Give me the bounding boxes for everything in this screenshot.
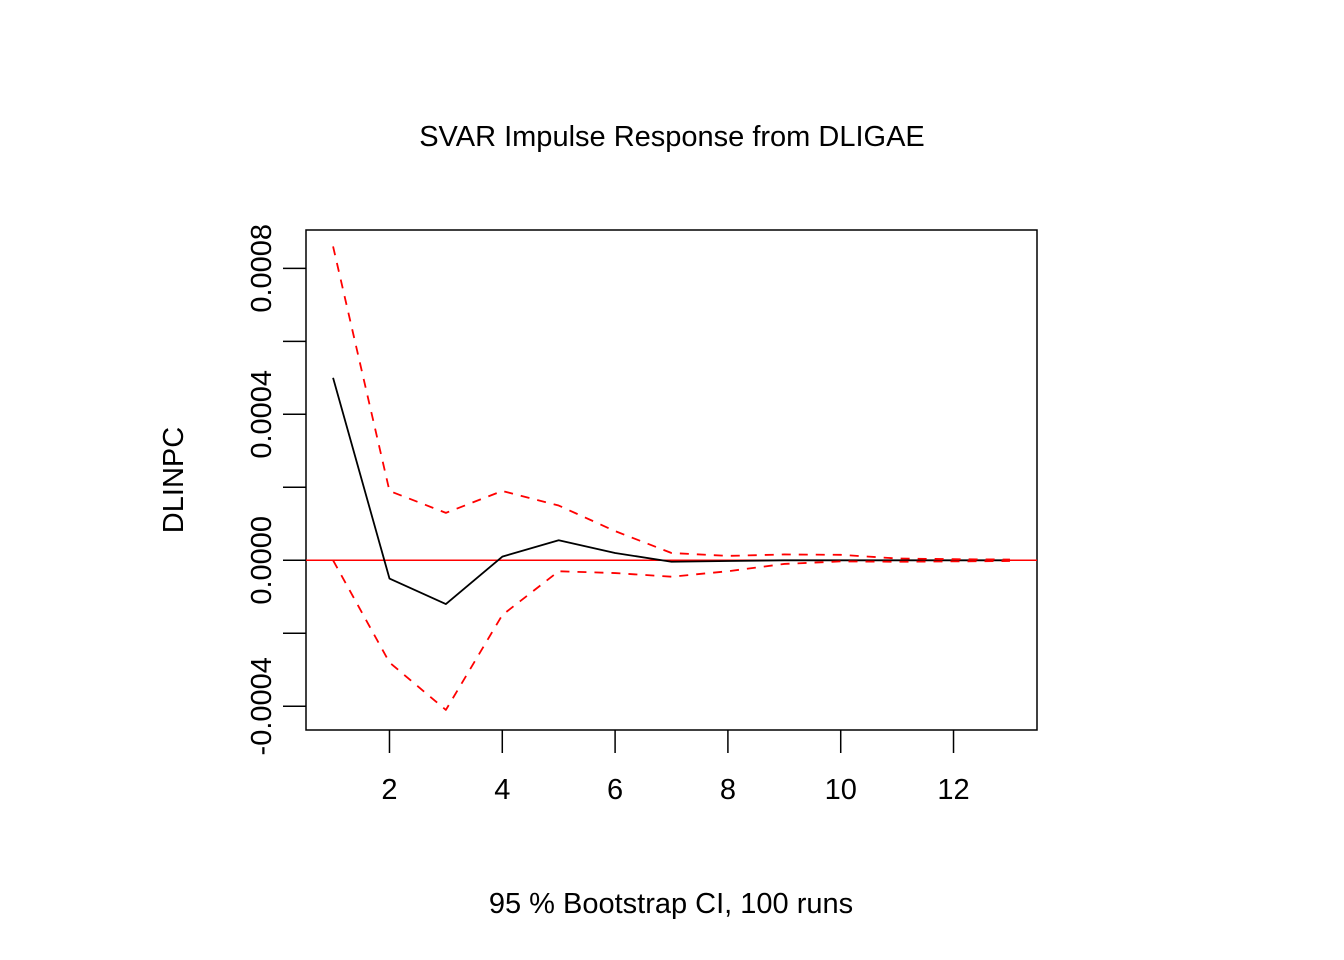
x-tick-label: 12 [937, 774, 969, 806]
y-tick-label: 0.0000 [246, 516, 278, 605]
chart-title: SVAR Impulse Response from DLIGAE [419, 121, 925, 153]
plot-frame [305, 229, 1038, 731]
x-tick-label: 4 [494, 774, 510, 806]
impulse-response-line [332, 377, 1010, 605]
y-tick-label: 0.0004 [246, 370, 278, 459]
plot-area [305, 229, 1038, 731]
x-tick-label: 8 [720, 774, 736, 806]
series-layer [306, 246, 1037, 711]
x-tick-label: 6 [607, 774, 623, 806]
x-axis: 2 4 6 8 10 12 [381, 730, 970, 806]
x-tick-label: 2 [381, 774, 397, 806]
ci-band-line-2 [332, 559, 1010, 711]
ci-band-line-1 [332, 246, 1010, 561]
y-tick-label: -0.0004 [246, 657, 278, 755]
x-tick-label: 10 [825, 774, 857, 806]
x-axis-label: 95 % Bootstrap CI, 100 runs [489, 888, 853, 920]
y-axis-label: DLINPC [158, 427, 190, 533]
y-tick-label: 0.0008 [246, 224, 278, 313]
y-axis: -0.0004 0.0000 0.0004 0.0008 [246, 224, 306, 755]
